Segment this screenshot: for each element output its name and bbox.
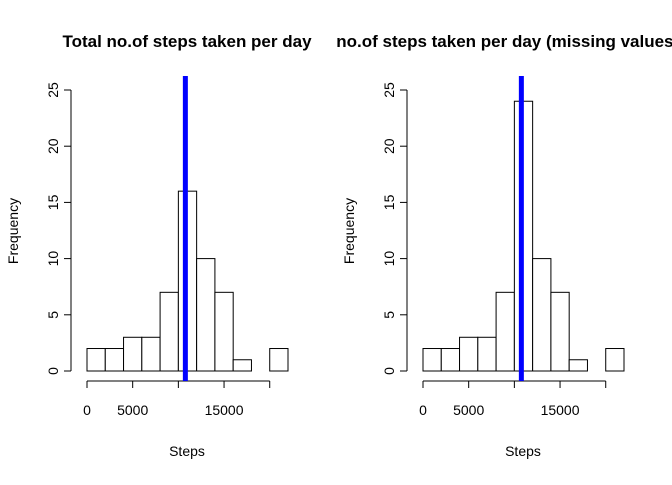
x-axis: 0 5000 15000 <box>419 380 607 418</box>
y-axis-label: Frequency <box>341 198 357 264</box>
x-tick-label: 5000 <box>117 402 148 418</box>
x-tick-label: 5000 <box>453 402 484 418</box>
histogram-bar <box>269 348 289 372</box>
y-tick-label: 5 <box>45 311 61 319</box>
chart-title: Total no.of steps taken per day (missing… <box>292 32 672 51</box>
histogram-bar <box>532 258 552 372</box>
y-tick-label: 20 <box>381 138 397 154</box>
y-tick-label: 20 <box>45 138 61 154</box>
y-axis-label: Frequency <box>5 198 21 264</box>
x-tick-label: 15000 <box>541 402 580 418</box>
histogram-bar <box>104 348 125 372</box>
x-axis: 0 5000 15000 <box>83 380 271 418</box>
histogram-bar <box>86 348 106 372</box>
y-tick-label: 5 <box>381 311 397 319</box>
y-axis: 0 5 10 15 20 25 <box>45 82 72 375</box>
y-tick-label: 25 <box>45 82 61 98</box>
y-tick-label: 25 <box>381 82 397 98</box>
y-axis: 0 5 10 15 20 25 <box>381 82 408 375</box>
histogram-bar <box>141 336 161 372</box>
x-axis-label: Steps <box>505 443 541 459</box>
histogram-bar <box>605 348 625 372</box>
histogram-bar <box>440 348 461 372</box>
y-tick-label: 0 <box>381 367 397 375</box>
histogram-bar <box>422 348 442 372</box>
left-histogram-panel: Total no.of steps taken per day Steps Fr… <box>5 32 312 459</box>
histogram-bar <box>214 291 234 372</box>
histogram-bar <box>568 359 588 372</box>
y-tick-label: 15 <box>45 194 61 210</box>
x-tick-label: 0 <box>83 402 91 418</box>
histogram-bar <box>159 291 179 372</box>
histogram-bar <box>232 359 252 372</box>
histogram-bar <box>477 336 497 372</box>
chart-title: Total no.of steps taken per day <box>62 32 312 51</box>
x-axis-label: Steps <box>169 443 205 459</box>
y-tick-label: 15 <box>381 194 397 210</box>
histogram-bar <box>495 291 515 372</box>
x-tick-label: 15000 <box>205 402 244 418</box>
histogram-bar <box>196 258 216 372</box>
y-tick-label: 10 <box>381 251 397 267</box>
histogram-bar <box>123 336 143 372</box>
y-tick-label: 10 <box>45 251 61 267</box>
y-tick-label: 0 <box>45 367 61 375</box>
right-histogram-panel: Total no.of steps taken per day (missing… <box>292 32 672 459</box>
x-tick-label: 0 <box>419 402 427 418</box>
histogram-bar <box>550 291 570 372</box>
histogram-bar <box>459 336 479 372</box>
